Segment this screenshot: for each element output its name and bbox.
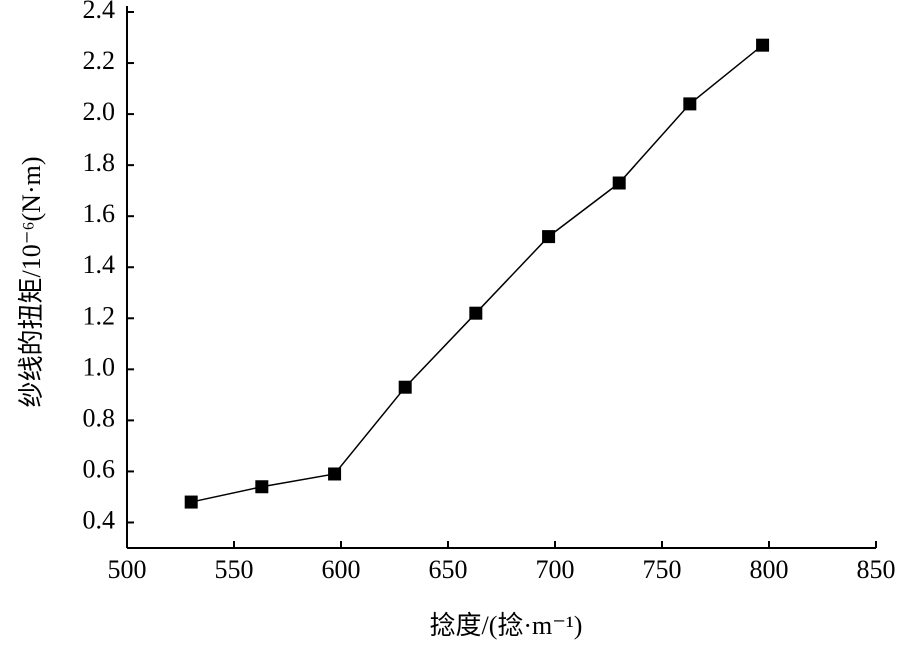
x-tick-label: 850 — [857, 555, 896, 584]
x-tick-label: 800 — [750, 555, 789, 584]
x-tick-label: 500 — [108, 555, 147, 584]
x-tick-label: 750 — [643, 555, 682, 584]
series-line — [191, 44, 764, 503]
data-point — [542, 230, 556, 244]
y-tick-label: 1.4 — [83, 250, 116, 279]
x-tick-label: 650 — [429, 555, 468, 584]
data-point — [756, 38, 770, 52]
x-axis-title: 捻度/(捻·m⁻¹) — [430, 611, 583, 640]
y-tick-label: 1.8 — [83, 148, 116, 177]
data-point — [612, 176, 626, 190]
x-tick-label: 600 — [322, 555, 361, 584]
y-axis-title: 纱线的扭矩/10⁻⁶(N·m) — [17, 157, 46, 408]
data-point — [398, 380, 412, 394]
y-tick-label: 0.8 — [83, 403, 116, 432]
y-tick-label: 1.2 — [83, 301, 116, 330]
data-point — [184, 495, 198, 509]
x-tick-label: 700 — [536, 555, 575, 584]
y-tick-label: 0.6 — [83, 454, 116, 483]
y-tick-label: 2.0 — [83, 97, 116, 126]
data-point — [328, 467, 342, 481]
y-tick-label: 2.4 — [83, 0, 116, 24]
data-point — [255, 480, 269, 494]
y-tick-label: 2.2 — [83, 46, 116, 75]
x-tick-label: 550 — [215, 555, 254, 584]
data-point — [683, 97, 697, 111]
y-tick-label: 0.4 — [83, 505, 116, 534]
data-point — [469, 306, 483, 320]
y-tick-label: 1.6 — [83, 199, 116, 228]
y-tick-label: 1.0 — [83, 352, 116, 381]
